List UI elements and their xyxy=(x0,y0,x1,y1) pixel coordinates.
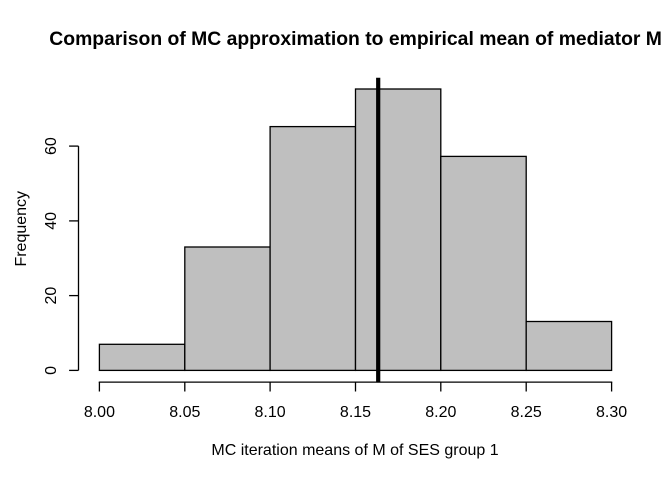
svg-text:MC iteration means of M of SES: MC iteration means of M of SES group 1 xyxy=(211,442,498,459)
svg-text:8.05: 8.05 xyxy=(169,404,200,421)
svg-text:60: 60 xyxy=(43,137,60,155)
svg-text:0: 0 xyxy=(43,366,60,375)
svg-text:8.15: 8.15 xyxy=(340,404,371,421)
svg-text:8.00: 8.00 xyxy=(84,404,115,421)
svg-text:8.20: 8.20 xyxy=(425,404,456,421)
svg-text:8.30: 8.30 xyxy=(596,404,627,421)
svg-text:40: 40 xyxy=(43,212,60,230)
svg-text:20: 20 xyxy=(43,287,60,305)
svg-text:Comparison of MC approximation: Comparison of MC approximation to empiri… xyxy=(49,28,662,50)
svg-text:8.25: 8.25 xyxy=(511,404,542,421)
svg-text:Frequency: Frequency xyxy=(13,191,30,267)
svg-text:8.10: 8.10 xyxy=(255,404,286,421)
